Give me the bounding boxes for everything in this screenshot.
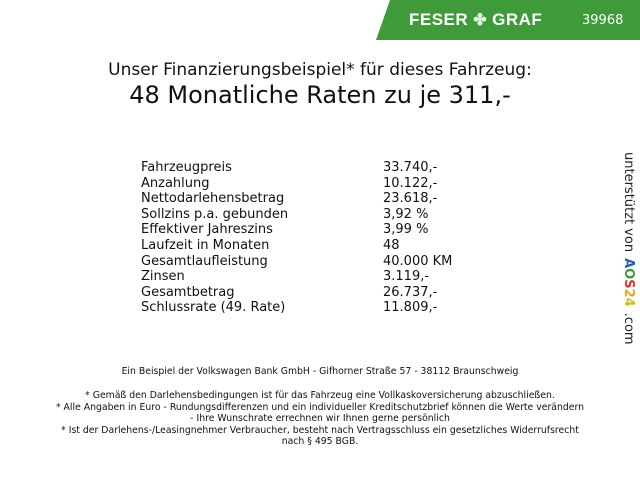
- table-row: Gesamtbetrag 26.737,-: [141, 285, 471, 301]
- table-row: Laufzeit in Monaten 48: [141, 238, 471, 254]
- row-value: 40.000 KM: [383, 253, 453, 269]
- row-label: Fahrzeugpreis: [141, 160, 232, 175]
- brand-logo: FESER ✤ GRAF: [409, 10, 542, 30]
- sponsor-note: unterstützt von AOS24 .com: [614, 152, 636, 345]
- table-row: Zinsen 3.119,-: [141, 269, 471, 285]
- row-value: 10.122,-: [383, 175, 438, 191]
- footnote-1: * Gemäß den Darlehensbedingungen ist für…: [85, 390, 555, 401]
- row-label: Gesamtlaufleistung: [141, 253, 268, 269]
- row-value: 48: [383, 237, 400, 253]
- footnote-2b: - Ihre Wunschrate errechnen wir Ihnen ge…: [190, 413, 450, 424]
- table-row: Nettodarlehensbetrag 23.618,-: [141, 191, 471, 207]
- aos24-logo: AOS24: [621, 258, 636, 307]
- brand-right: GRAF: [492, 10, 543, 29]
- title-line2: 48 Monatliche Raten zu je 311,-: [129, 81, 511, 109]
- sponsor-text: unterstützt von: [621, 152, 636, 253]
- sponsor-suffix: .com: [621, 312, 636, 345]
- row-label: Zinsen: [141, 269, 185, 285]
- clover-icon: ✤: [473, 12, 488, 29]
- table-row: Schlussrate (49. Rate) 11.809,-: [141, 300, 471, 316]
- table-row: Sollzins p.a. gebunden 3,92 %: [141, 207, 471, 223]
- row-value: 23.618,-: [383, 191, 438, 207]
- row-value: 11.809,-: [383, 300, 438, 316]
- row-value: 3.119,-: [383, 269, 430, 285]
- row-value: 33.740,-: [383, 160, 438, 175]
- row-value: 3,99 %: [383, 222, 429, 238]
- table-row: Fahrzeugpreis 33.740,-: [141, 160, 471, 176]
- row-label: Schlussrate (49. Rate): [141, 300, 286, 316]
- footnote-2a: * Alle Angaben in Euro - Rundungsdiffere…: [55, 402, 585, 413]
- row-label: Laufzeit in Monaten: [141, 237, 270, 253]
- bank-info: Ein Beispiel der Volkswagen Bank GmbH - …: [121, 366, 519, 377]
- row-value: 3,92 %: [383, 206, 429, 222]
- table-row: Effektiver Jahreszins 3,99 %: [141, 222, 471, 238]
- row-label: Anzahlung: [141, 175, 210, 191]
- table-row: Anzahlung 10.122,-: [141, 176, 471, 192]
- title-line1: Unser Finanzierungsbeispiel* für dieses …: [108, 60, 532, 80]
- banner-background: [376, 0, 640, 40]
- finance-table: Fahrzeugpreis 33.740,- Anzahlung 10.122,- …: [141, 160, 471, 316]
- row-value: 26.737,-: [383, 284, 438, 300]
- brand-left: FESER: [409, 10, 469, 29]
- table-row: Gesamtlaufleistung 40.000 KM: [141, 254, 471, 270]
- footnote-3b: nach § 495 BGB.: [281, 436, 359, 447]
- row-label: Sollzins p.a. gebunden: [141, 206, 289, 222]
- row-label: Gesamtbetrag: [141, 284, 235, 300]
- footnote-3a: * Ist der Darlehens-/Leasingnehmer Verbr…: [61, 425, 579, 436]
- header-banner: FESER ✤ GRAF 39968: [0, 0, 640, 42]
- row-label: Nettodarlehensbetrag: [141, 191, 285, 207]
- row-label: Effektiver Jahreszins: [141, 222, 273, 238]
- listing-code: 39968: [582, 13, 624, 28]
